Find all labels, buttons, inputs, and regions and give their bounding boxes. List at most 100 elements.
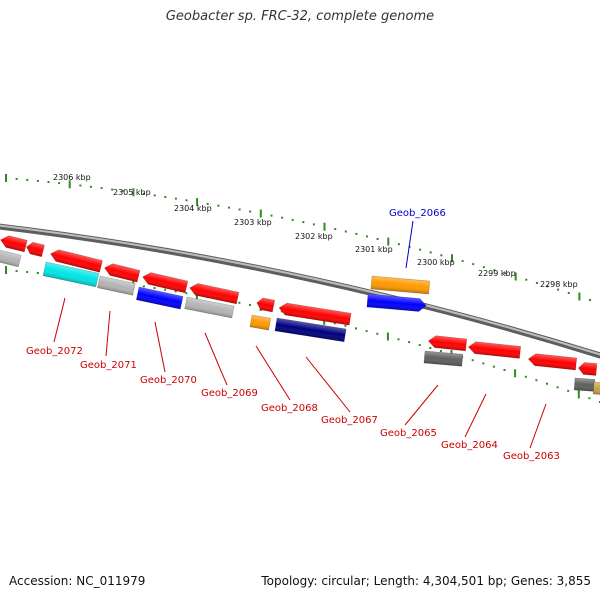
minor-tick	[482, 362, 485, 365]
minor-tick	[185, 199, 188, 202]
major-tick	[514, 272, 517, 281]
gene-geob-2070[interactable]	[135, 286, 184, 310]
minor-tick	[557, 288, 560, 291]
gene-geob-2069[interactable]	[184, 296, 235, 319]
ruler-label: 2304 kbp	[174, 204, 212, 213]
callout-line	[255, 345, 291, 401]
gene-feature[interactable]	[0, 234, 28, 253]
gene-label[interactable]: Geob_2063	[503, 451, 560, 462]
minor-tick	[344, 324, 347, 327]
major-tick	[451, 254, 453, 263]
genome-backbone	[0, 223, 600, 359]
gene-feature[interactable]	[103, 262, 141, 283]
minor-tick	[376, 238, 379, 240]
minor-tick	[419, 248, 422, 251]
minor-tick	[238, 208, 241, 211]
gene-label[interactable]: Geob_2070	[140, 375, 197, 386]
minor-tick	[492, 365, 495, 368]
gene-label[interactable]: Geob_2065	[380, 428, 437, 439]
gene-feature[interactable]	[578, 362, 598, 376]
gene-geob-2071[interactable]	[97, 275, 136, 296]
minor-tick	[471, 359, 474, 362]
callout-line	[204, 332, 228, 386]
minor-tick	[535, 282, 538, 284]
ruler-label: 2303 kbp	[234, 218, 272, 227]
gene-label[interactable]: Geob_2068	[261, 403, 318, 414]
major-tick	[132, 188, 135, 197]
minor-tick	[238, 301, 241, 304]
minor-tick	[36, 272, 39, 274]
gene-feature[interactable]	[278, 302, 352, 326]
minor-tick	[397, 243, 400, 246]
minor-tick	[408, 341, 411, 344]
gene-feature[interactable]	[25, 241, 45, 258]
callout-line	[105, 310, 111, 357]
minor-tick	[355, 327, 357, 330]
ruler-label: 2306 kbp	[53, 173, 91, 182]
ruler-label: 2305 kbp	[113, 188, 151, 197]
minor-tick	[567, 292, 570, 294]
minor-tick	[344, 230, 347, 233]
minor-tick	[334, 228, 337, 231]
minor-tick	[440, 254, 443, 257]
major-tick	[578, 292, 581, 301]
major-tick	[5, 266, 7, 274]
minor-tick	[185, 292, 188, 295]
gene-geob-2067[interactable]	[274, 317, 347, 343]
outer-tick-ring	[5, 174, 591, 301]
minor-tick	[111, 188, 114, 191]
minor-tick	[365, 330, 368, 333]
minor-tick	[525, 278, 528, 281]
major-tick	[386, 332, 389, 341]
callout-line	[464, 393, 487, 438]
minor-tick	[546, 382, 548, 385]
gene-feature[interactable]	[573, 377, 596, 392]
gene-feature[interactable]	[467, 341, 522, 359]
minor-tick	[429, 347, 432, 349]
gene-label[interactable]: Geob_2066	[389, 208, 446, 219]
minor-tick	[333, 322, 336, 325]
minor-tick	[556, 386, 559, 389]
minor-tick	[504, 272, 507, 275]
minor-tick	[429, 251, 432, 254]
major-tick	[323, 222, 326, 231]
gene-label[interactable]: Geob_2072	[26, 346, 83, 357]
gene-geob-2072[interactable]	[42, 261, 100, 288]
backbone-highlight	[0, 224, 600, 356]
gene-feature[interactable]	[141, 271, 189, 294]
gene-feature[interactable]	[189, 282, 240, 305]
minor-tick	[153, 194, 156, 197]
gene-geob-2068[interactable]	[249, 314, 272, 331]
minor-tick	[121, 189, 124, 192]
gene-geob-2065[interactable]	[423, 350, 464, 367]
gene-feature[interactable]	[592, 381, 600, 395]
major-tick	[514, 369, 517, 378]
gene-feature[interactable]	[0, 248, 22, 268]
minor-tick	[143, 192, 145, 195]
gene-geob-2066[interactable]	[370, 275, 431, 295]
minor-tick	[355, 232, 358, 235]
major-tick	[577, 390, 580, 399]
gene-label[interactable]: Geob_2067	[321, 415, 378, 426]
gene-feature[interactable]	[366, 293, 427, 312]
gene-label[interactable]: Geob_2069	[201, 388, 258, 399]
minor-tick	[312, 223, 315, 226]
minor-tick	[270, 214, 273, 217]
gene-feature[interactable]	[427, 335, 468, 352]
callout-line	[154, 321, 166, 373]
ruler-label: 2298 kbp	[540, 280, 578, 289]
gene-label[interactable]: Geob_2071	[80, 360, 137, 371]
major-tick	[196, 198, 199, 207]
minor-tick	[376, 332, 379, 335]
gene-geob-2063[interactable]	[527, 353, 578, 371]
minor-tick	[461, 260, 464, 263]
gene-label[interactable]: Geob_2064	[441, 440, 498, 451]
minor-tick	[174, 197, 177, 200]
minor-tick	[36, 179, 39, 182]
gene-feature[interactable]	[256, 297, 276, 313]
gene-feature[interactable]	[49, 248, 103, 273]
minor-tick	[15, 177, 18, 180]
callout-line	[405, 220, 414, 269]
minor-tick	[89, 185, 92, 188]
